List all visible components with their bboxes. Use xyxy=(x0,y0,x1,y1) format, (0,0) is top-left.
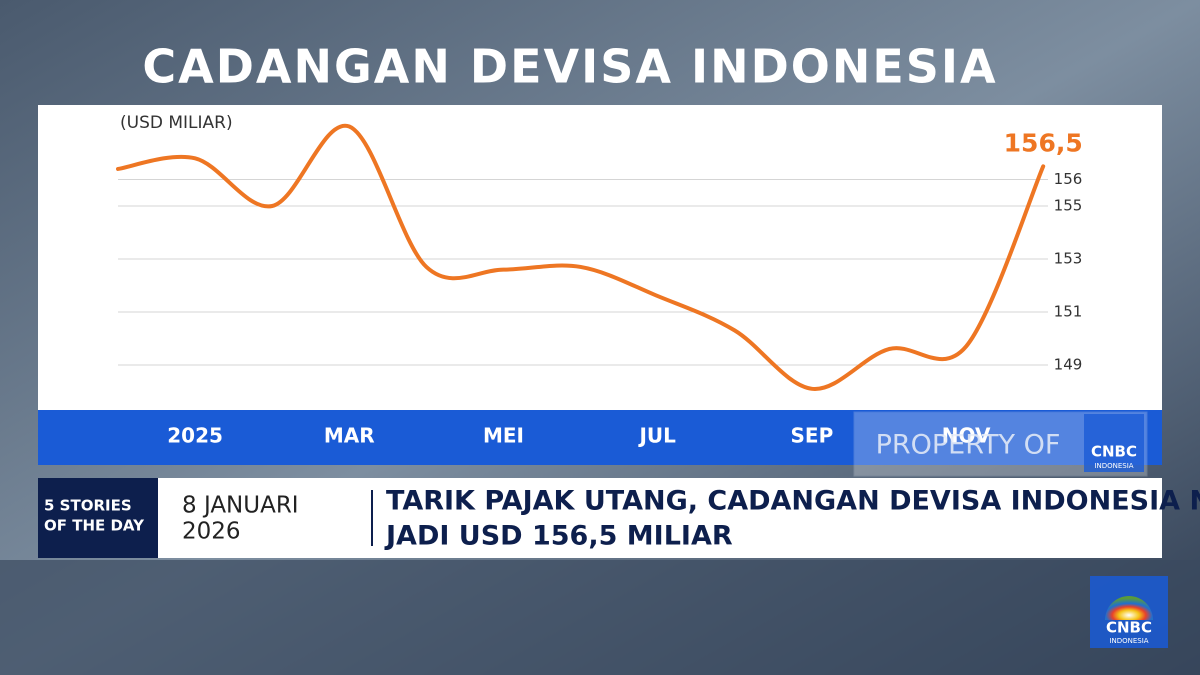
ticker-headline: TARIK PAJAK UTANG, CADANGAN DEVISA INDON… xyxy=(386,486,1200,517)
x-tick-label: JUL xyxy=(637,424,676,448)
y-tick-label: 151 xyxy=(1054,302,1083,320)
background-shade xyxy=(0,560,1200,675)
watermark-logo: CNBC xyxy=(1091,443,1137,461)
value-label: 156,5 xyxy=(1004,128,1083,157)
logo-sub: INDONESIA xyxy=(1109,637,1148,645)
y-tick-label: 156 xyxy=(1054,170,1083,188)
logo-name: CNBC xyxy=(1106,619,1152,637)
plot-panel xyxy=(38,105,1162,410)
x-tick-label: 2025 xyxy=(167,424,223,448)
y-tick-label: 149 xyxy=(1054,355,1083,373)
logo-peacock xyxy=(1105,596,1153,620)
ticker-date: 2026 xyxy=(182,519,241,545)
ticker-date: 8 JANUARI xyxy=(182,493,299,519)
y-axis-label: (USD MILIAR) xyxy=(120,113,233,133)
watermark-text: PROPERTY OF xyxy=(876,430,1061,461)
ticker-section: 5 STORIES xyxy=(44,497,132,515)
y-tick-label: 153 xyxy=(1054,250,1083,268)
x-tick-label: MEI xyxy=(483,424,524,448)
x-tick-label: NOV xyxy=(942,424,991,448)
ticker-section: OF THE DAY xyxy=(44,517,145,535)
ticker-headline: JADI USD 156,5 MILIAR xyxy=(384,521,733,552)
watermark-logo-box xyxy=(1084,414,1144,472)
chart-title: CADANGAN DEVISA INDONESIA xyxy=(142,40,997,94)
x-tick-label: SEP xyxy=(791,424,834,448)
chart: 149 151 153 155 156 2025 MAR MEI JUL SEP NOV 156,5 xyxy=(116,123,1083,448)
y-tick-label: 155 xyxy=(1054,197,1083,215)
x-tick-label: MAR xyxy=(324,424,375,448)
channel-logo: CNBC INDONESIA xyxy=(1090,576,1168,648)
data-line xyxy=(116,123,1046,391)
ticker-section-box xyxy=(38,478,158,558)
ticker-bar xyxy=(38,478,1162,558)
x-axis-band xyxy=(38,410,1162,465)
watermark: PROPERTY OF CNBC INDONESIA xyxy=(853,411,1148,477)
watermark-logo-sub: INDONESIA xyxy=(1094,462,1133,470)
